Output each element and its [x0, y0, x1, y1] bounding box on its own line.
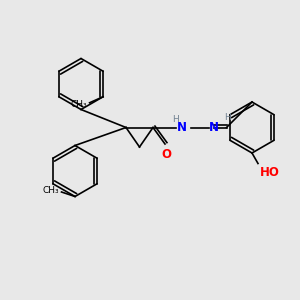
- Text: HO: HO: [260, 167, 279, 179]
- Text: N: N: [208, 121, 218, 134]
- Text: CH₃: CH₃: [43, 186, 59, 195]
- Text: H: H: [172, 115, 179, 124]
- Text: O: O: [161, 148, 172, 161]
- Text: H: H: [224, 112, 230, 122]
- Text: N: N: [177, 121, 187, 134]
- Text: CH₃: CH₃: [71, 100, 88, 109]
